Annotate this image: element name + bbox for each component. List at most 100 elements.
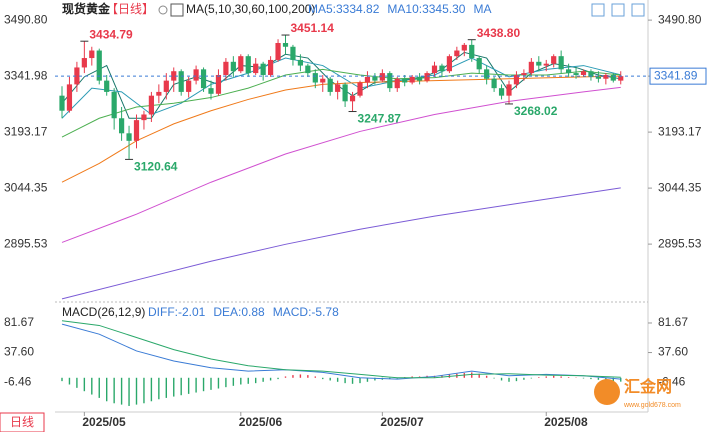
candle-body <box>111 91 117 119</box>
legend-item: MACD:-5.78 <box>273 305 339 319</box>
brand-logo <box>594 379 620 405</box>
candle-body <box>260 63 266 75</box>
candle-body <box>312 73 318 83</box>
candle-body <box>104 80 110 92</box>
candle-body <box>580 71 587 75</box>
candle-body <box>349 95 356 102</box>
candle-body <box>506 84 512 96</box>
y-tick-label: 3490.80 <box>658 12 702 26</box>
brand: 汇金网 <box>624 377 672 396</box>
candle-body <box>245 56 251 74</box>
candle-body <box>215 74 222 94</box>
candle-body <box>402 78 408 83</box>
y-tick-label-left: 3341.98 <box>4 68 48 82</box>
y-tick-label-left: 3044.35 <box>4 180 48 194</box>
brand-site: www.gold678.com <box>623 402 681 409</box>
line <box>61 187 621 300</box>
candle-body <box>320 78 326 83</box>
candle-body <box>96 50 102 81</box>
candle-body <box>200 69 207 89</box>
candle-body <box>417 76 423 81</box>
candle-body <box>364 76 371 83</box>
y-tick-label: -6.46 <box>658 374 686 388</box>
candle-body <box>610 74 616 81</box>
y-tick-label: 81.67 <box>658 315 688 329</box>
candle-body <box>603 74 609 79</box>
candle-body <box>588 71 594 77</box>
candle-body <box>372 76 378 81</box>
tab-label: 日线 <box>10 415 34 429</box>
candle-body <box>126 133 132 141</box>
candle-body <box>409 76 415 83</box>
x-tick-label: 2025/06 <box>239 415 283 429</box>
candle-body <box>618 76 624 81</box>
line <box>61 68 621 138</box>
annotation: 3268.02 <box>514 104 558 118</box>
candle-body <box>81 58 87 68</box>
line <box>61 86 621 243</box>
candle-body <box>335 84 341 92</box>
candle-body <box>573 73 579 75</box>
candle-body <box>282 42 289 47</box>
tab[interactable] <box>0 412 45 432</box>
candle-body <box>498 88 505 96</box>
annotation: 3451.14 <box>291 21 335 35</box>
x-tick-label: 2025/05 <box>82 415 126 429</box>
candle-body <box>193 69 199 81</box>
candle-body <box>141 114 147 121</box>
candle-body <box>595 76 601 79</box>
last-price-box <box>649 67 707 85</box>
candle-body <box>439 65 445 72</box>
indicator: MA(5,10,30,60,100,200) <box>186 2 315 16</box>
x-tick-label: 2025/08 <box>544 415 588 429</box>
legend-item: MA <box>473 2 491 16</box>
candle-body <box>424 73 430 81</box>
tool-icon[interactable] <box>631 3 645 17</box>
candle-body <box>431 65 438 74</box>
annotation: 3438.80 <box>477 26 521 40</box>
candle-body <box>461 44 467 51</box>
tool-icon[interactable] <box>591 3 605 17</box>
setting-icon[interactable] <box>158 5 168 15</box>
legend-item: DEA:0.88 <box>213 305 265 319</box>
candle-body <box>186 80 192 92</box>
candle-body <box>74 67 80 85</box>
candle-body <box>119 118 125 134</box>
period: 【日线】 <box>106 2 154 16</box>
candle-body <box>543 63 549 66</box>
y-tick-label-left: 3490.80 <box>4 12 48 26</box>
y-tick-label: 2895.53 <box>658 236 702 250</box>
y-tick-label-left: 37.60 <box>4 345 34 359</box>
instrument: 现货黄金 <box>62 1 111 16</box>
candle-body <box>513 74 520 85</box>
annotation: 3434.79 <box>89 27 133 41</box>
y-tick-label: 3044.35 <box>658 180 702 194</box>
candle-body <box>484 69 490 79</box>
legend-item: DIFF:-2.01 <box>148 305 206 319</box>
ma-icon[interactable] <box>170 3 184 17</box>
y-tick-label: 37.60 <box>658 345 688 359</box>
candle-body <box>521 73 527 75</box>
y-tick-label-left: 2895.53 <box>4 236 48 250</box>
candle-body <box>476 58 482 70</box>
macd-title: MACD(26,12,9) <box>62 305 145 319</box>
candle-body <box>446 56 452 72</box>
y-tick-label-left: -6.46 <box>4 374 32 388</box>
candle-body <box>305 65 311 74</box>
tool-icon[interactable] <box>611 3 625 17</box>
candle-body <box>253 63 259 74</box>
candle-body <box>268 59 274 75</box>
x-tick-label: 2025/07 <box>380 415 424 429</box>
y-tick-label-left: 81.67 <box>4 315 34 329</box>
line <box>61 320 621 379</box>
candle-body <box>327 78 333 92</box>
candle-body <box>342 84 348 102</box>
candle-body <box>551 56 557 64</box>
last-price-label: 3341.89 <box>654 68 698 82</box>
candle-body <box>357 82 363 96</box>
y-tick-label-left: 3193.17 <box>4 124 48 138</box>
candle-body <box>528 61 534 74</box>
legend-item: MA10:3345.30 <box>387 2 465 16</box>
